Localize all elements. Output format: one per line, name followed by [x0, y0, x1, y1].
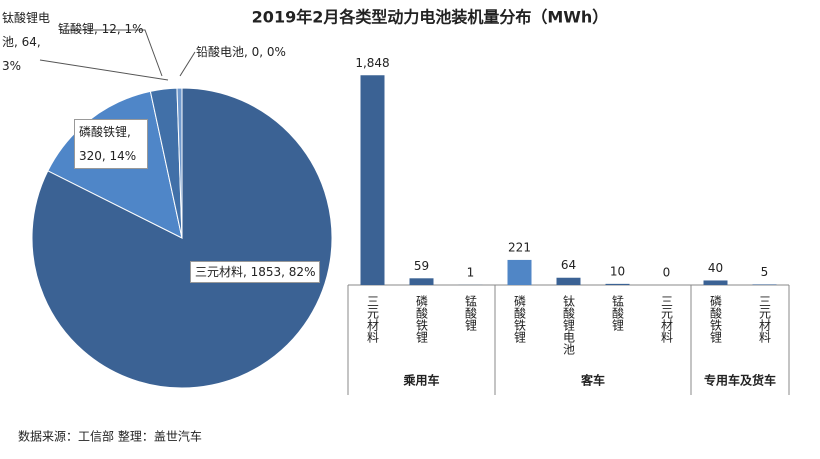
x-tick-label: 钛酸锂电池 [562, 294, 576, 355]
x-tick-label: 锰酸锂 [611, 294, 625, 331]
pie-slice [31, 87, 333, 389]
bar [605, 283, 630, 285]
bar-value-label: 221 [508, 240, 531, 254]
pie-label: 钛酸锂电池, 64, 3% [2, 11, 51, 73]
pie-label: 铅酸电池, 0, 0% [196, 45, 286, 59]
leader-line [39, 59, 169, 81]
x-tick-label: 三元材料 [660, 295, 674, 343]
bar-value-label: 64 [561, 258, 576, 272]
x-tick-label: 磷酸铁锂 [709, 294, 723, 343]
leader-line [179, 51, 196, 77]
bar-value-label: 1 [467, 265, 475, 279]
bar [507, 259, 532, 285]
bar-value-label: 1,848 [355, 56, 389, 70]
bar [556, 277, 581, 285]
group-label: 客车 [580, 373, 605, 388]
pie-label: 磷酸铁锂, 320, 14% [74, 119, 148, 169]
pie-label: 三元材料, 1853, 82% [190, 261, 321, 283]
x-tick-label: 磷酸铁锂 [513, 294, 527, 343]
bar-value-label: 0 [663, 266, 671, 280]
x-tick-label: 三元材料 [366, 295, 380, 343]
bar [752, 284, 777, 285]
source-note: 数据来源：工信部 整理：盖世汽车 [18, 429, 202, 444]
leader-line [60, 29, 163, 77]
bar-value-label: 5 [761, 265, 769, 279]
x-tick-label: 三元材料 [758, 295, 772, 343]
bar [409, 278, 434, 285]
chart-title: 2019年2月各类型动力电池装机量分布（MWh） [252, 8, 609, 27]
x-tick-label: 锰酸锂 [464, 294, 478, 331]
bar [703, 280, 728, 285]
group-label: 乘用车 [402, 373, 439, 388]
bar [360, 75, 385, 285]
group-label: 专用车及货车 [704, 373, 776, 388]
bar-value-label: 40 [708, 261, 723, 275]
bar-value-label: 59 [414, 259, 429, 273]
bar-value-label: 10 [610, 264, 625, 278]
x-tick-label: 磷酸铁锂 [415, 294, 429, 343]
pie-label: 锰酸锂, 12, 1% [58, 22, 144, 36]
